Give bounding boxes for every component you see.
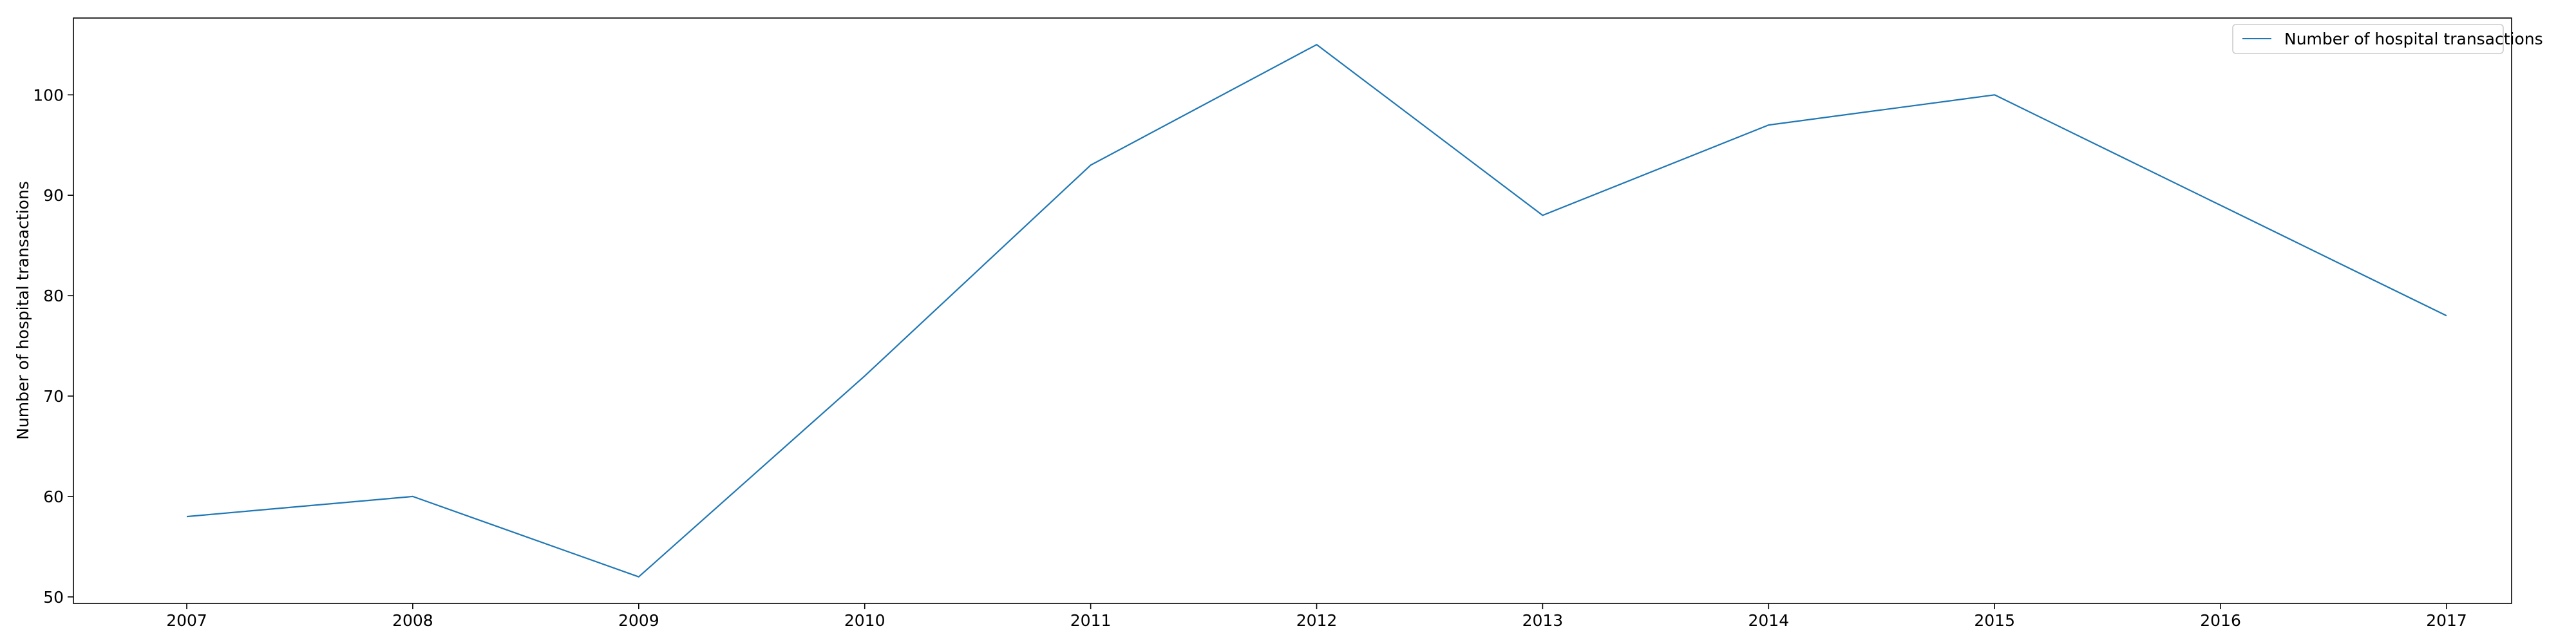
y-tick-label: 100 xyxy=(33,86,64,104)
y-axis-label: Number of hospital transactions xyxy=(14,181,32,440)
y-tick-label: 90 xyxy=(43,186,64,205)
x-tick-label: 2012 xyxy=(1296,611,1338,630)
x-tick-label: 2017 xyxy=(2426,611,2467,630)
y-tick-label: 80 xyxy=(43,287,64,305)
series-layer xyxy=(186,44,2447,578)
legend-frame xyxy=(2232,24,2504,54)
legend-label: Number of hospital transactions xyxy=(2284,30,2543,48)
y-tick-label: 60 xyxy=(43,488,64,506)
x-tick-label: 2013 xyxy=(1522,611,1564,630)
x-tick-label: 2011 xyxy=(1070,611,1112,630)
y-tick-label: 70 xyxy=(43,387,64,406)
x-tick-label: 2007 xyxy=(166,611,207,630)
x-tick-label: 2014 xyxy=(1748,611,1789,630)
x-tick-label: 2010 xyxy=(844,611,886,630)
x-tick-label: 2016 xyxy=(2200,611,2241,630)
y-axis-ticks: 50 60 70 80 90 100 xyxy=(33,86,73,607)
x-tick-label: 2009 xyxy=(618,611,659,630)
x-tick-label: 2015 xyxy=(1974,611,2015,630)
y-tick-label: 50 xyxy=(43,588,64,607)
x-tick-label: 2008 xyxy=(392,611,433,630)
legend: Number of hospital transactions xyxy=(2232,24,2543,54)
series-line-0 xyxy=(186,44,2447,578)
plot-area-frame xyxy=(73,17,2512,604)
x-axis-ticks: 2007 2008 2009 2010 2011 2012 2013 2014 2015 2016… xyxy=(166,603,2467,630)
